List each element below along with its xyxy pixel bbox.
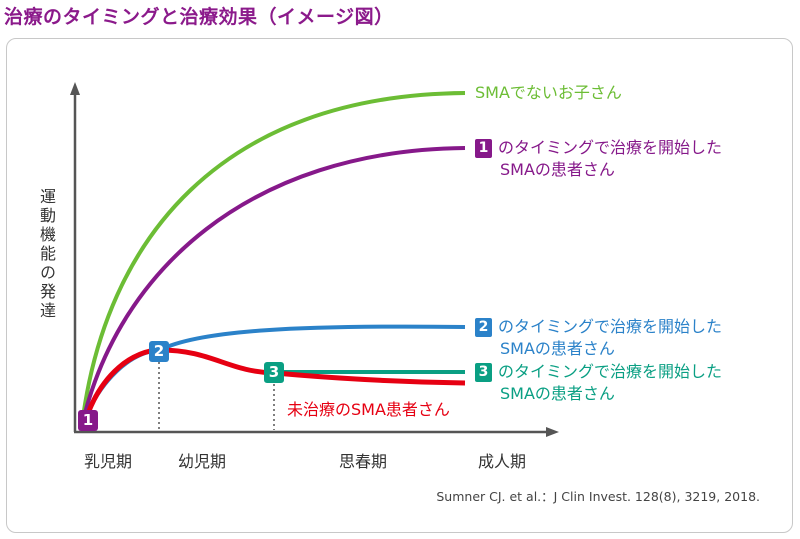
curve-treated-1 (80, 146, 466, 426)
y-axis-arrow (70, 82, 80, 95)
label-line2: SMAの患者さん (500, 160, 615, 179)
label-untreated: 未治療のSMA患者さん (287, 400, 450, 419)
x-axis-arrow (546, 427, 559, 437)
x-label-early-childhood: 幼児期 (178, 452, 227, 471)
marker-3: 3 (264, 362, 284, 383)
curve-healthy (80, 91, 466, 426)
label-line1: のタイミングで治療を開始した (498, 362, 723, 381)
label-line1: のタイミングで治療を開始した (498, 138, 723, 157)
diagram-card (6, 38, 793, 533)
x-label-adulthood: 成人期 (478, 452, 527, 471)
label-line2: SMAの患者さん (500, 339, 615, 358)
citation: Sumner CJ. et al.：J Clin Invest. 128(8),… (436, 489, 760, 504)
label-treated-1: 1 のタイミングで治療を開始した SMAの患者さん (475, 137, 722, 181)
marker-1: 1 (78, 410, 98, 431)
y-axis-label: 運動機能の発達 (37, 188, 56, 321)
badge-3: 3 (475, 363, 492, 382)
label-healthy: SMAでないお子さん (475, 83, 622, 102)
label-line1: のタイミングで治療を開始した (498, 317, 723, 336)
label-treated-3: 3 のタイミングで治療を開始した SMAの患者さん (475, 361, 722, 405)
label-line2: SMAの患者さん (500, 384, 615, 403)
x-label-infancy: 乳児期 (84, 452, 133, 471)
badge-1: 1 (475, 139, 492, 158)
marker-2: 2 (149, 341, 169, 362)
x-label-adolescence: 思春期 (339, 452, 388, 471)
page-title: 治療のタイミングと治療効果（イメージ図） (4, 6, 394, 28)
label-treated-2: 2 のタイミングで治療を開始した SMAの患者さん (475, 316, 722, 360)
curve-untreated (81, 347, 466, 426)
badge-2: 2 (475, 318, 492, 337)
